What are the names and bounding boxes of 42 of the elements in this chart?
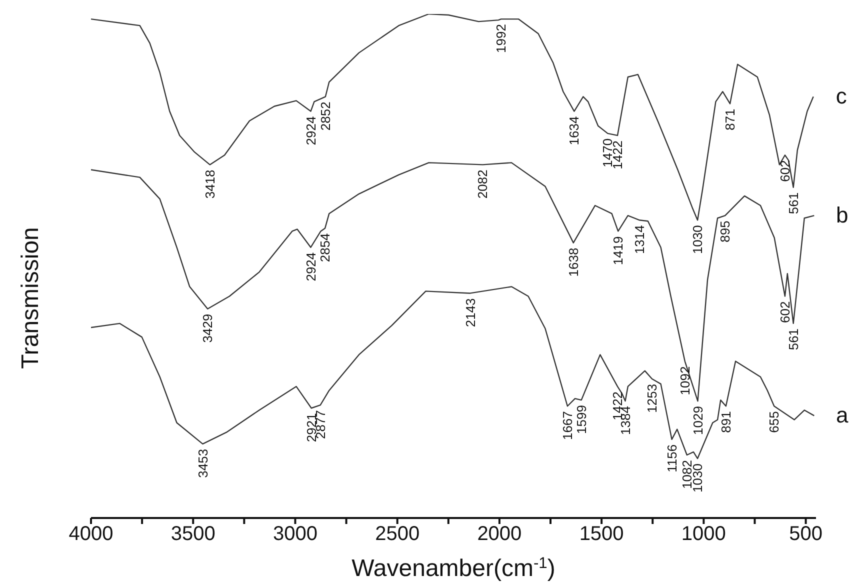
annotation: 895 (718, 220, 733, 242)
annotation: 1667 (560, 411, 576, 440)
series-label: a (836, 402, 850, 428)
x-tick-label: 3500 (170, 523, 216, 546)
annotation: 561 (786, 328, 801, 350)
annotation: 1030 (690, 225, 706, 254)
annotation: 1156 (664, 444, 680, 472)
annotation: 3418 (202, 170, 218, 199)
annotation: 871 (722, 108, 738, 130)
annotation: 602 (778, 301, 793, 323)
series-label: c (836, 84, 847, 109)
annotation: 1419 (610, 236, 626, 266)
annotation: 1599 (574, 405, 589, 434)
annotation: 561 (786, 192, 801, 214)
annotation: 3453 (195, 448, 210, 478)
annotation: 1634 (566, 116, 582, 146)
annotation: 3429 (200, 314, 216, 343)
x-tick-label: 3000 (272, 523, 318, 546)
x-tick-label: 2500 (375, 523, 420, 546)
annotation: 2143 (462, 298, 478, 328)
annotation: 1638 (566, 248, 581, 277)
annotation: 1029 (690, 406, 706, 435)
annotation: 2852 (318, 102, 333, 131)
x-tick-label: 1000 (681, 523, 726, 546)
annotation: 1092 (677, 366, 692, 396)
annotation: 655 (766, 411, 782, 433)
series-label: b (836, 202, 848, 228)
annotation: 1253 (644, 384, 660, 413)
annotation: 1992 (494, 24, 509, 53)
annotation: 2924 (303, 116, 318, 146)
x-axis-title: Wavenamber(cm$^{-1}$) (352, 554, 556, 582)
x-tick-label: 2000 (477, 523, 522, 546)
annotation: 602 (778, 160, 793, 182)
annotation: 2854 (318, 233, 333, 262)
x-tick-label: 1500 (579, 523, 624, 546)
x-tick-label: 500 (789, 523, 822, 546)
annotation: 891 (718, 411, 734, 433)
y-axis-title: Transmission (17, 227, 44, 369)
x-tick-label: 4000 (68, 523, 114, 546)
annotation: 2924 (303, 252, 318, 282)
annotation: 2082 (475, 170, 490, 199)
annotation: 1314 (632, 225, 648, 254)
